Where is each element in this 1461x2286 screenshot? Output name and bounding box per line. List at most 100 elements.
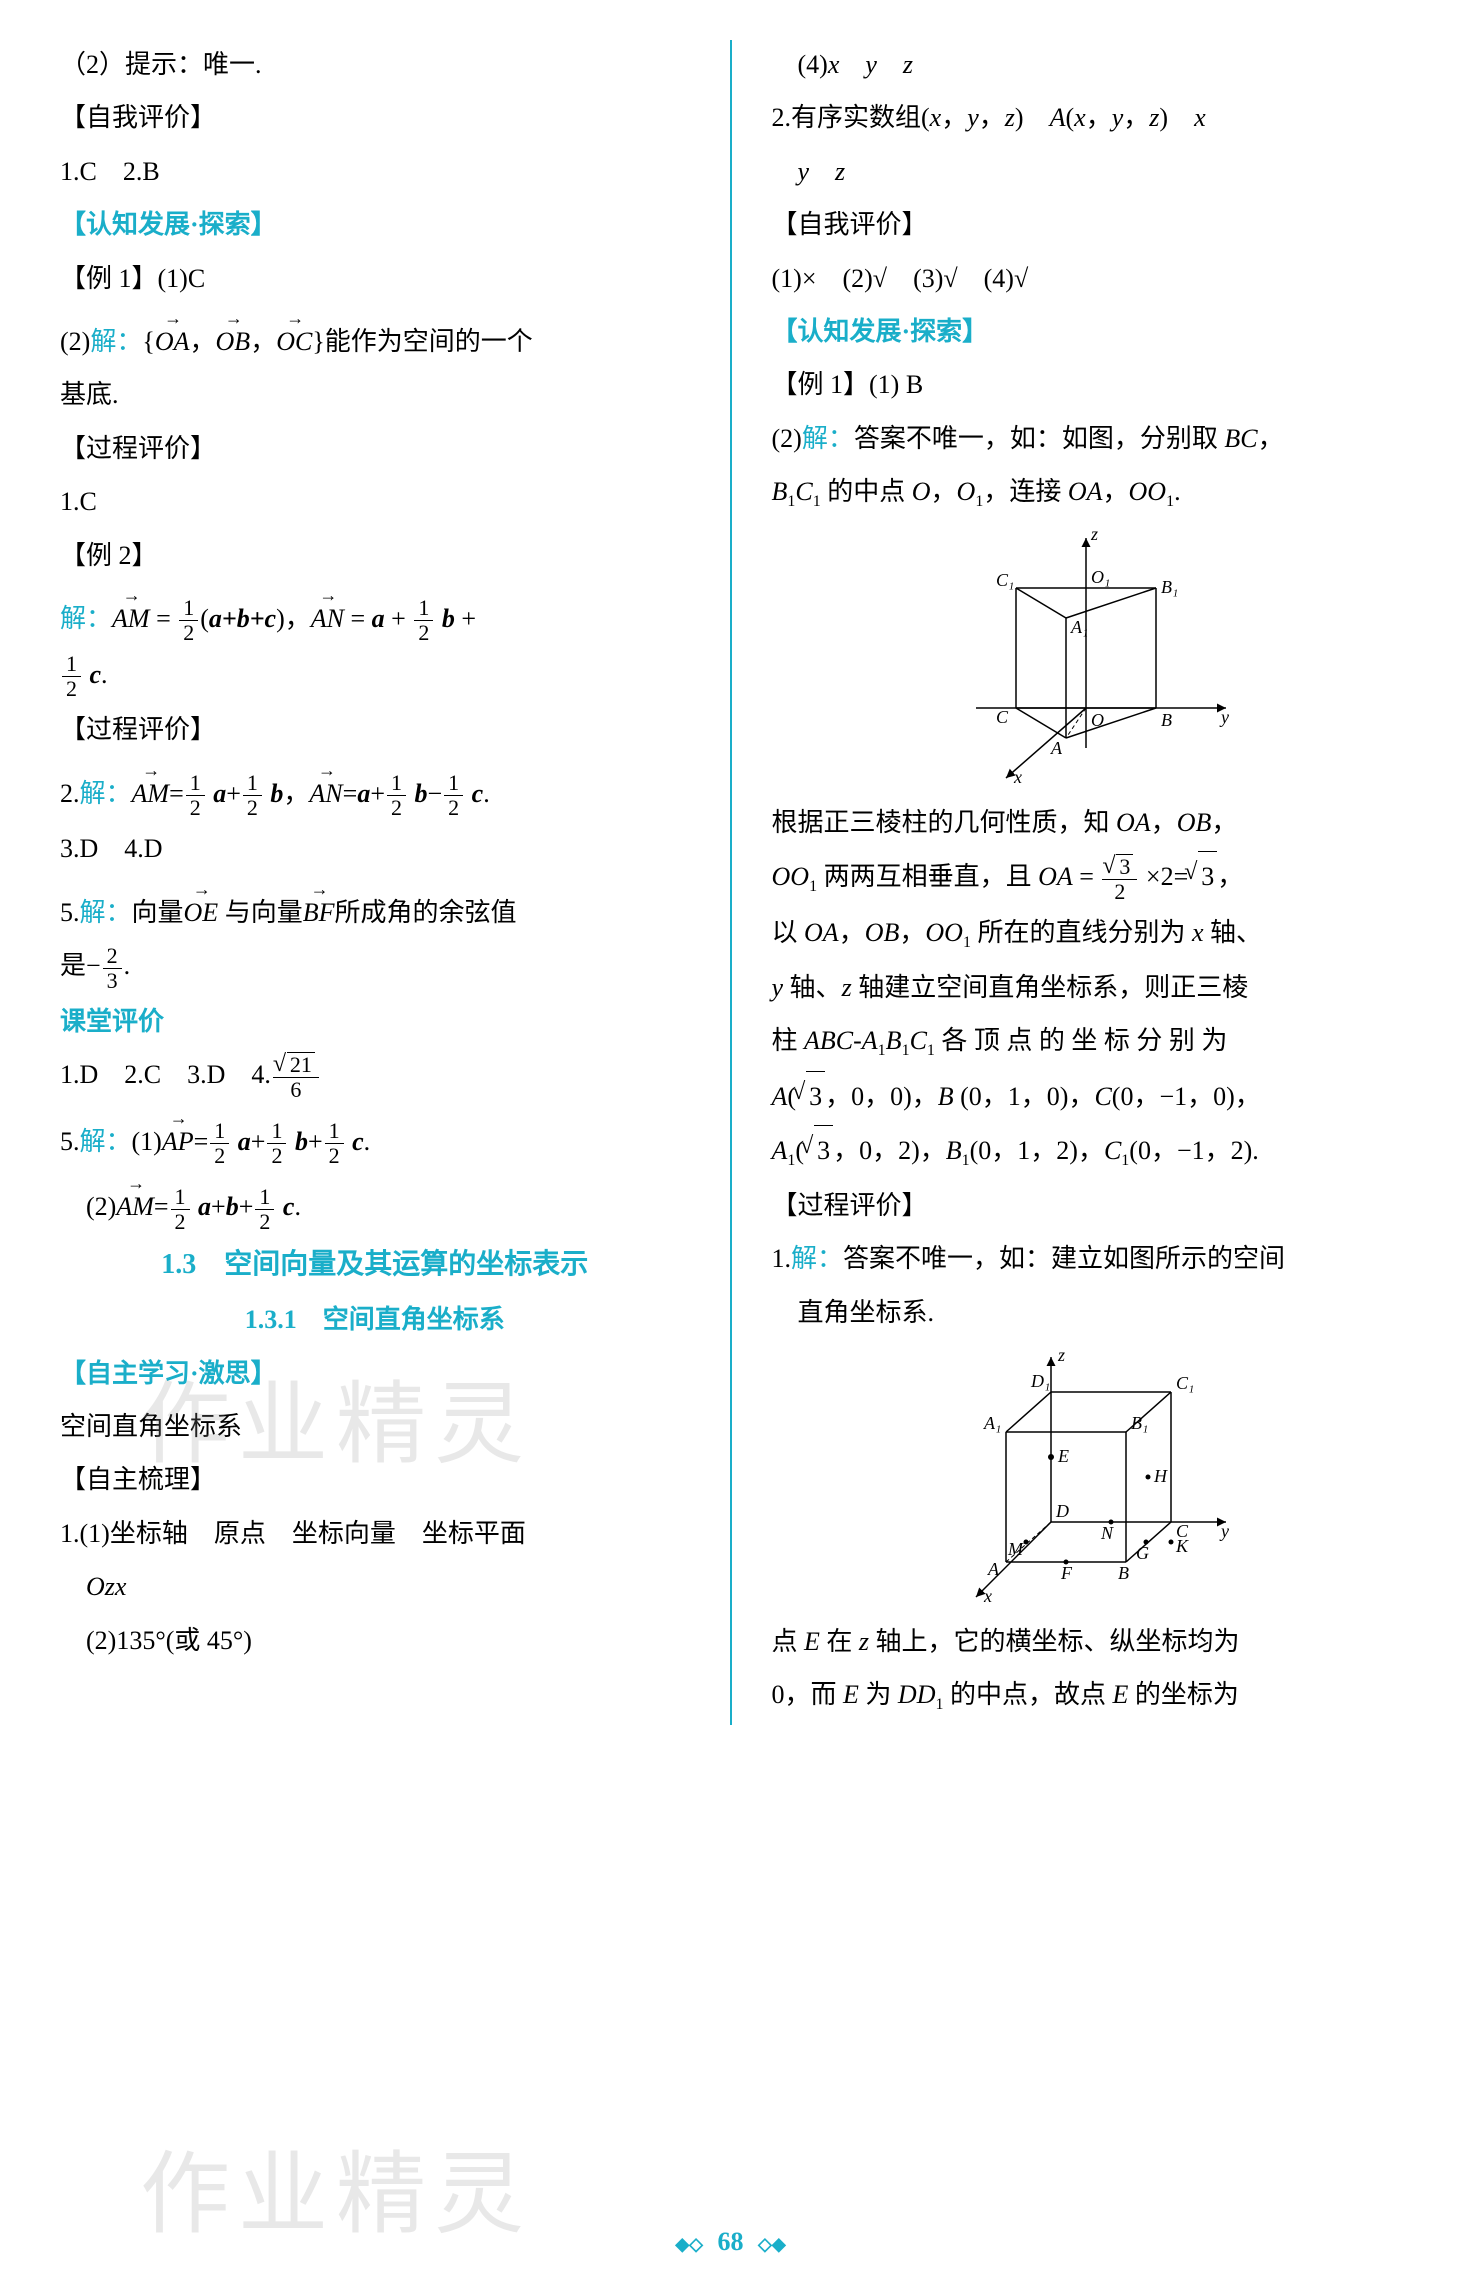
text: 0，而 E 为 DD1 的中点，故点 E 的坐标为 [772, 1670, 1402, 1721]
vector: OA [155, 307, 190, 366]
text: 轴、 [1204, 918, 1263, 947]
svg-text:z: z [1090, 528, 1098, 544]
equation: 5.解：(1)AP=12 a+12 b+12 c. [60, 1107, 690, 1169]
solution-label: 解： [80, 898, 132, 927]
text: ， [1258, 424, 1284, 453]
var: a [372, 604, 385, 633]
text: { [142, 327, 154, 356]
var: b [226, 1192, 239, 1221]
svg-text:H: H [1153, 1466, 1168, 1486]
sqrt: 3 [1198, 851, 1217, 901]
fraction: 12 [62, 652, 81, 701]
text: 1.解：答案不唯一，如：建立如图所示的空间 [772, 1234, 1402, 1283]
text: 1.D 2.C 3.D 4. [60, 1060, 271, 1089]
vector: AN [311, 584, 344, 643]
text: 1.C 2.B [60, 147, 690, 196]
var: z [1005, 103, 1015, 132]
text: 1.(1)坐标轴 原点 坐标向量 坐标平面 [60, 1509, 690, 1558]
var: c [346, 1127, 364, 1156]
text: (4)x y z [772, 40, 1402, 89]
var: OA [1068, 477, 1103, 506]
fraction: 12 [387, 771, 406, 820]
var: O [957, 477, 976, 506]
text: ， [1151, 808, 1177, 837]
text: + [239, 1192, 254, 1221]
sqrt: 3 [814, 1125, 833, 1175]
var: OA [1038, 862, 1073, 891]
var: OO [1129, 477, 1167, 506]
text: (2)解：{OA，OB，OC}能作为空间的一个 [60, 307, 690, 366]
text: 轴上，它的横坐标、纵坐标均为 [869, 1627, 1240, 1656]
svg-text:y: y [1219, 1521, 1229, 1541]
fraction: 12 [444, 771, 463, 820]
var: OO [772, 862, 810, 891]
equation: 12 c. [60, 650, 690, 702]
text: = [1073, 862, 1101, 891]
text: ，0，0)， [825, 1082, 938, 1111]
text: 【自主梳理】 [60, 1455, 690, 1504]
text: 各 顶 点 的 坐 标 分 别 为 [935, 1026, 1228, 1055]
text: 轴、 [783, 973, 842, 1002]
text: = [344, 604, 372, 633]
text: (2) [772, 424, 802, 453]
text: Ozx [60, 1562, 690, 1611]
text: 2.有序实数组(x，y，z) A(x，y，z) x [772, 93, 1402, 142]
var: C [1104, 1136, 1121, 1165]
vector: AM [116, 1172, 154, 1231]
text: 【例 2】 [60, 531, 690, 580]
sqrt: 3 [806, 1071, 825, 1121]
text: = [194, 1127, 209, 1156]
var: c [465, 779, 483, 808]
fraction: 12 [186, 771, 205, 820]
var: A [772, 1082, 788, 1111]
sub: 1 [1166, 493, 1174, 510]
text: ， [1211, 808, 1237, 837]
text: 柱 [772, 1026, 805, 1055]
text: ， [1123, 103, 1149, 132]
text: 1. [772, 1244, 792, 1273]
svg-text:C: C [996, 707, 1009, 727]
equation: 2.解：AM=12 a+12 b，AN=a+12 b−12 c. [60, 759, 690, 821]
var: b [408, 779, 428, 808]
text: ， [899, 918, 925, 947]
text: = [154, 1192, 169, 1221]
left-column: （2）提示：唯一. 【自我评价】 1.C 2.B 【认知发展·探索】 【例 1】… [60, 40, 690, 1725]
chapter-heading: 1.3 空间向量及其运算的坐标表示 [60, 1238, 690, 1291]
var: x [1194, 103, 1206, 132]
var: A [1050, 103, 1066, 132]
text: ( [1065, 103, 1074, 132]
var: x y z [828, 50, 913, 79]
solution-label: 解： [80, 779, 132, 808]
var: z [1149, 103, 1159, 132]
text: 点 [772, 1627, 805, 1656]
cube-diagram: z y x A B C D A₁ B₁ C₁ D₁ E F G H K M N [936, 1347, 1236, 1607]
text: (0，−1，0)， [1112, 1082, 1261, 1111]
var: DD [898, 1680, 936, 1709]
equation: (2)AM=12 a+b+12 c. [60, 1172, 690, 1234]
text: + [308, 1127, 323, 1156]
text: 5.解：向量OE 与向量BF所成角的余弦值 [60, 878, 690, 937]
text: 1.D 2.C 3.D 4.216 [60, 1050, 690, 1102]
text: ，连接 [983, 477, 1068, 506]
var: C [795, 477, 812, 506]
var: y z [798, 157, 846, 186]
equation: 是−23. [60, 941, 690, 993]
text: . [124, 951, 131, 980]
text: . [364, 1127, 371, 1156]
svg-text:A₁: A₁ [983, 1413, 1001, 1433]
svg-text:B: B [1118, 1563, 1129, 1583]
text: 空间直角坐标系 [60, 1402, 690, 1451]
svg-text:N: N [1100, 1523, 1114, 1543]
text: )， [276, 604, 311, 633]
text: = [169, 779, 184, 808]
var: a [231, 1127, 251, 1156]
text: 答案不唯一，如：如图，分别取 [854, 424, 1225, 453]
text: = [343, 779, 358, 808]
column-divider [730, 40, 732, 1725]
vector: BF [303, 878, 335, 937]
text: (2)解：答案不唯一，如：如图，分别取 BC， [772, 414, 1402, 463]
var: B [886, 1026, 902, 1055]
text: 所在的直线分别为 [971, 918, 1192, 947]
var: x [930, 103, 942, 132]
text: + [226, 779, 241, 808]
